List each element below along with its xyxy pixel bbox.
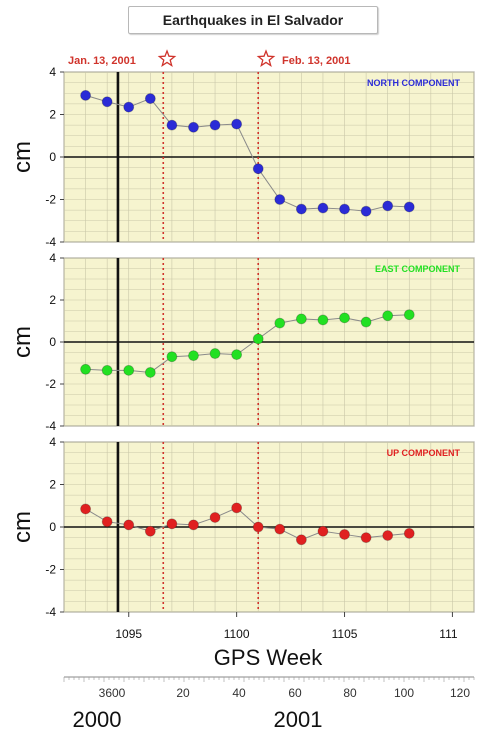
data-point [339,529,350,540]
chart-title: Earthquakes in El Salvador [162,12,344,28]
component-label: UP COMPONENT [387,448,461,458]
data-point [295,203,307,215]
data-point [188,350,199,362]
data-point [209,512,221,523]
data-point [403,527,415,539]
y-tick-label: -2 [45,193,56,207]
data-point [403,309,415,321]
data-point [339,312,350,324]
data-point [360,532,372,544]
event-star-icon [157,49,177,67]
data-point [317,314,329,326]
data-point [317,202,329,214]
x-tick-label: 1095 [115,627,142,641]
secondary-axis-tick-label: 120 [450,686,470,700]
data-point [123,364,135,376]
event-star-icon [256,49,276,67]
data-point [80,363,91,375]
data-point [382,530,394,541]
y-tick-label: 2 [49,478,56,492]
x-tick-label: 1100 [224,627,250,641]
y-axis-label: cm [9,511,36,543]
data-point [188,121,199,133]
data-point [360,316,372,328]
secondary-axis-tick-label: 80 [343,686,357,700]
data-point [123,101,135,113]
data-point [295,534,307,546]
data-point [360,205,372,217]
event-label-feb: Feb. 13, 2001 [282,55,351,67]
x-tick-label: 111 [439,627,458,641]
data-point [166,119,178,131]
data-point [101,96,113,108]
secondary-axis-tick-label: 100 [394,686,414,700]
component-label: EAST COMPONENT [375,264,461,274]
y-tick-label: 0 [49,335,56,349]
y-tick-label: -2 [45,563,56,577]
data-point [295,313,307,325]
y-tick-label: 0 [49,520,56,534]
data-point [339,203,350,215]
data-point [403,201,415,213]
y-tick-label: -4 [45,235,56,249]
data-point [166,351,178,363]
data-point [144,367,156,378]
data-point [123,519,135,531]
y-axis-label: cm [9,141,36,173]
series-connecting-line [85,94,410,212]
data-point [101,516,113,528]
data-point [317,525,329,537]
secondary-axis-tick-label: 60 [288,686,302,700]
data-point [382,310,394,322]
data-point [252,333,264,345]
data-point [80,503,91,515]
x-tick-label: 1105 [332,627,358,641]
data-point [80,89,91,101]
y-tick-label: 4 [49,435,56,449]
y-tick-label: 4 [49,65,56,79]
data-point [274,523,286,535]
series-connecting-line [85,507,410,541]
y-tick-label: -4 [45,419,56,433]
data-point [274,317,286,329]
data-point [101,364,113,376]
component-label: NORTH COMPONENT [367,78,460,88]
secondary-axis-tick-label: 3600 [99,686,126,700]
chart-title-box: Earthquakes in El Salvador [128,6,378,34]
year-label: 2001 [274,707,323,732]
year-label: 2000 [73,707,122,732]
y-tick-label: 0 [49,150,56,164]
y-axis-label: cm [9,326,36,358]
data-point [166,518,178,530]
data-point [209,348,221,359]
y-tick-label: -4 [45,605,56,619]
series-connecting-line [85,314,410,373]
data-point [209,119,221,131]
data-point [231,502,243,514]
x-axis-label: GPS Week [214,645,323,670]
data-point [144,93,156,104]
data-point [274,194,286,205]
data-point [188,519,199,531]
data-point [144,525,156,537]
y-tick-label: 4 [49,251,56,265]
y-tick-label: 2 [49,108,56,122]
y-tick-label: -2 [45,377,56,391]
data-point [382,200,394,212]
y-tick-label: 2 [49,293,56,307]
data-point [252,163,264,175]
data-point [231,118,243,130]
secondary-axis-tick-label: 40 [232,686,246,700]
secondary-axis-tick-label: 20 [176,686,190,700]
event-label-jan: Jan. 13, 2001 [68,55,136,67]
data-point [252,521,264,533]
data-point [231,349,243,361]
